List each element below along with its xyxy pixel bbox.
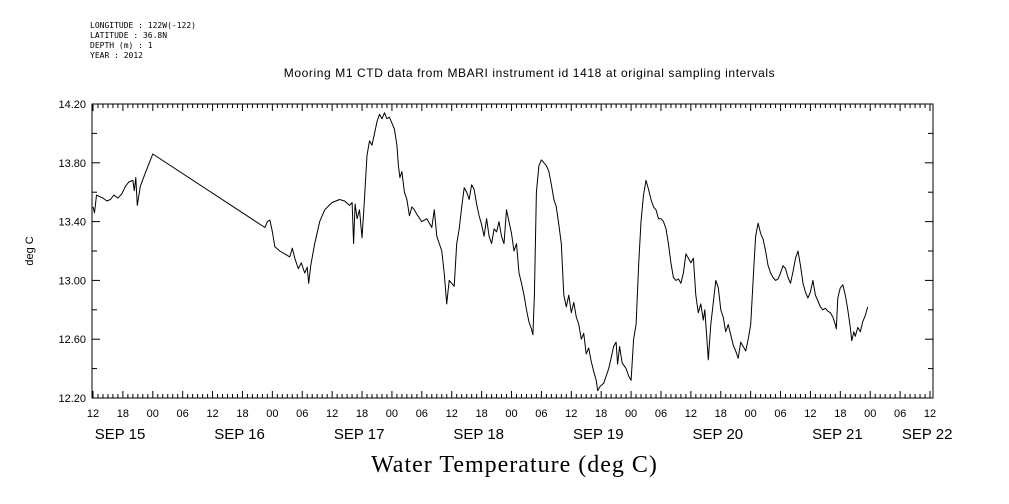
x-tick-label: 12: [446, 408, 458, 420]
x-tick-label: 18: [475, 408, 487, 420]
y-axis-label: deg C: [24, 236, 36, 265]
y-tick-label: 12.20: [58, 393, 86, 405]
x-day-label: SEP 17: [334, 426, 385, 443]
y-tick-label: 14.20: [58, 99, 86, 111]
x-day-label: SEP 22: [902, 426, 953, 443]
x-tick-label: 12: [326, 408, 338, 420]
x-tick-label: 00: [386, 408, 398, 420]
x-tick-label: 18: [595, 408, 607, 420]
x-tick-label: 18: [117, 408, 129, 420]
x-tick-label: 06: [177, 408, 189, 420]
chart-caption: Water Temperature (deg C): [371, 452, 658, 478]
x-tick-label: 00: [505, 408, 517, 420]
x-tick-label: 18: [834, 408, 846, 420]
x-tick-label: 18: [236, 408, 248, 420]
x-tick-label: 00: [266, 408, 278, 420]
latitude-label: LATITUDE : 36.8N: [90, 31, 168, 40]
depth-label: DEPTH (m) : 1: [90, 41, 153, 50]
x-tick-label: 12: [804, 408, 816, 420]
y-tick-label: 12.60: [58, 334, 86, 346]
x-tick-label: 06: [416, 408, 428, 420]
x-day-label: SEP 19: [573, 426, 624, 443]
x-tick-label: 00: [147, 408, 159, 420]
y-tick-label: 13.40: [58, 217, 86, 229]
x-tick-label: 06: [894, 408, 906, 420]
x-day-label: SEP 18: [453, 426, 504, 443]
x-day-label: SEP 20: [693, 426, 744, 443]
y-tick-label: 13.00: [58, 275, 86, 287]
x-tick-label: 06: [655, 408, 667, 420]
x-day-label: SEP 15: [95, 426, 146, 443]
location-metadata: LONGITUDE : 122W(-122) LATITUDE : 36.8N …: [90, 21, 196, 61]
longitude-label: LONGITUDE : 122W(-122): [90, 21, 196, 30]
y-tick-label: 13.80: [58, 158, 86, 170]
x-tick-label: 18: [715, 408, 727, 420]
series-line-temperature: [92, 112, 869, 392]
x-tick-label: 12: [206, 408, 218, 420]
x-tick-label: 12: [924, 408, 936, 420]
x-tick-label: 12: [87, 408, 99, 420]
x-day-label: SEP 16: [214, 426, 265, 443]
x-tick-label: 00: [745, 408, 757, 420]
year-label: YEAR : 2012: [90, 51, 143, 60]
x-tick-label: 00: [864, 408, 876, 420]
x-day-label: SEP 21: [812, 426, 863, 443]
x-tick-label: 12: [685, 408, 697, 420]
x-tick-label: 06: [535, 408, 547, 420]
chart-title: Mooring M1 CTD data from MBARI instrumen…: [283, 66, 776, 80]
x-tick-label: 00: [625, 408, 637, 420]
x-tick-label: 12: [565, 408, 577, 420]
x-tick-label: 06: [296, 408, 308, 420]
x-tick-label: 18: [356, 408, 368, 420]
x-tick-label: 06: [774, 408, 786, 420]
plot-frame: [91, 103, 934, 399]
